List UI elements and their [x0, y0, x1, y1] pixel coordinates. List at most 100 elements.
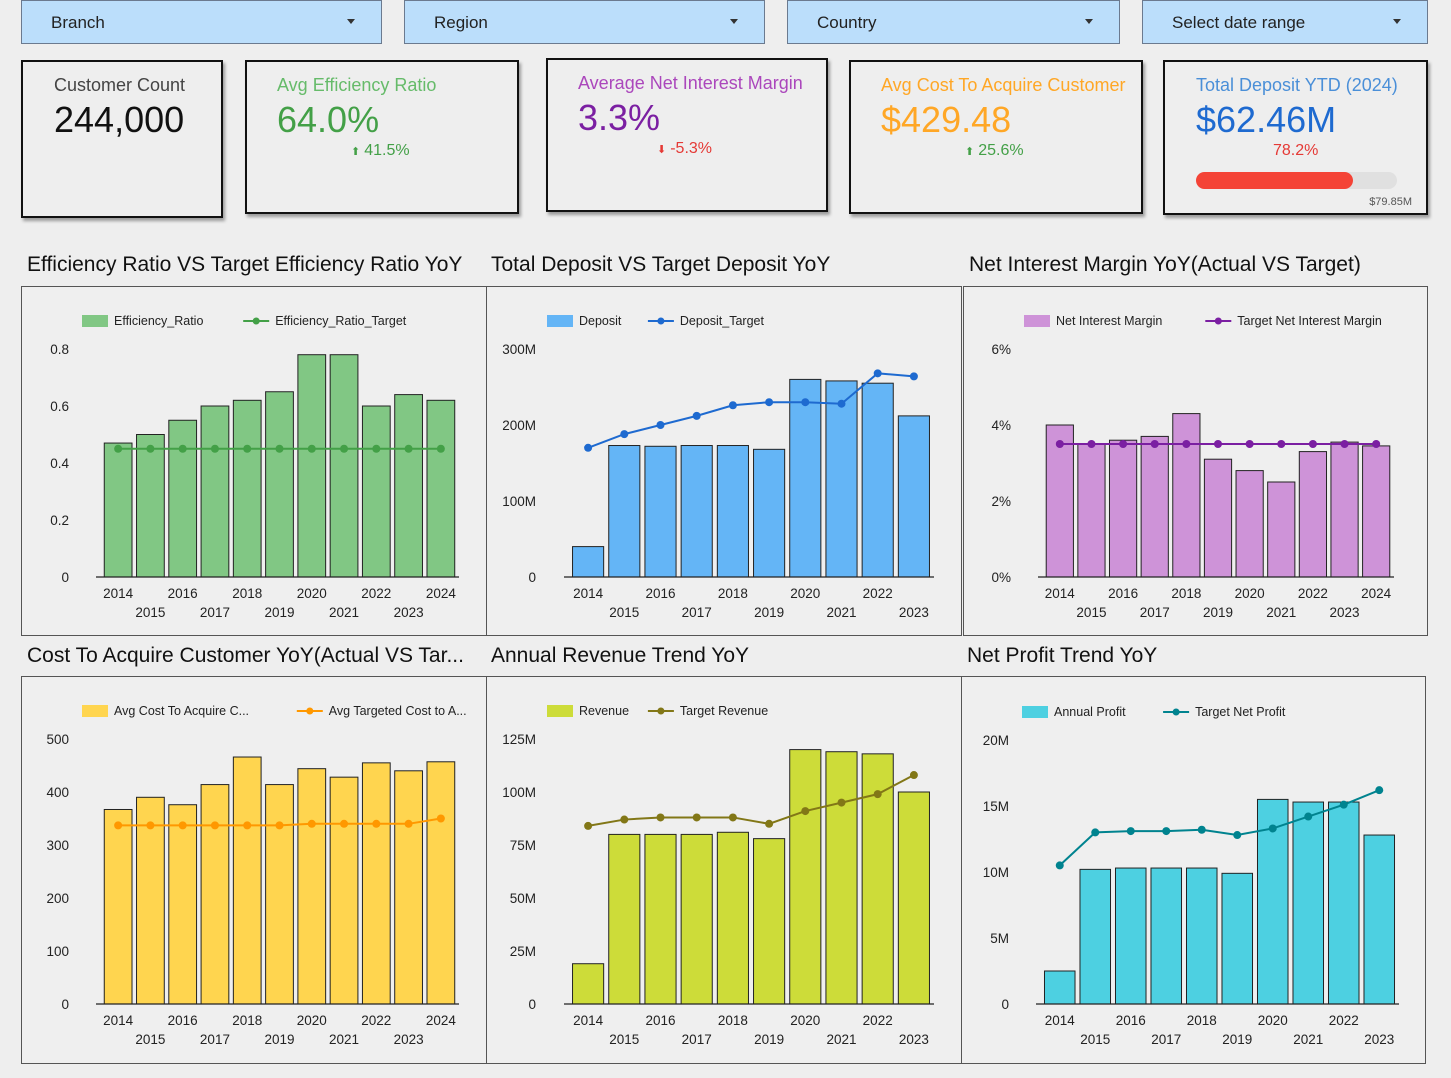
- line-point: [436, 444, 445, 453]
- y-tick-label: 25M: [510, 944, 536, 959]
- x-tick-label: 2021: [826, 605, 856, 620]
- line-point: [1233, 831, 1242, 840]
- line-point: [1375, 786, 1384, 795]
- bar: [297, 354, 327, 578]
- kpi-delta: ⬇ -5.3%: [657, 140, 712, 158]
- y-tick-label: 5M: [990, 931, 1009, 946]
- x-tick-label: 2014: [103, 1013, 134, 1028]
- y-tick-label: 400: [46, 785, 69, 800]
- y-tick-label: 200: [46, 891, 69, 906]
- filter-country[interactable]: Country: [787, 0, 1120, 44]
- kpi-delta: ⬆ 25.6%: [965, 142, 1024, 160]
- line-point: [340, 444, 349, 453]
- line-point: [620, 430, 629, 439]
- line-point: [765, 819, 774, 828]
- line-point: [1182, 440, 1191, 448]
- y-tick-label: 300: [46, 838, 69, 853]
- kpi-delta-value: -5.3%: [670, 140, 713, 157]
- bar: [897, 791, 930, 1005]
- bar: [1150, 867, 1183, 1005]
- x-tick-label: 2021: [1293, 1032, 1323, 1047]
- x-tick-label: 2022: [1329, 1013, 1359, 1028]
- bar: [789, 378, 822, 578]
- legend-swatch-marker: [306, 707, 314, 715]
- x-tick-label: 2023: [899, 1032, 929, 1047]
- line-point: [1268, 824, 1277, 833]
- filter-branch-label: Branch: [51, 13, 105, 32]
- y-tick-label: 75M: [510, 838, 536, 853]
- y-tick-label: 0: [528, 570, 536, 585]
- x-tick-label: 2023: [1364, 1032, 1394, 1047]
- bar: [644, 833, 677, 1005]
- line-point: [909, 372, 918, 381]
- x-tick-label: 2015: [609, 1032, 639, 1047]
- y-tick-label: 500: [46, 732, 69, 747]
- x-tick-label: 2014: [1045, 586, 1076, 601]
- filter-date-range[interactable]: Select date range: [1142, 0, 1428, 44]
- legend-label: Avg Targeted Cost to A...: [329, 704, 467, 718]
- bar: [1235, 470, 1264, 578]
- kpi-title: Average Net Interest Margin: [578, 73, 803, 93]
- bar: [1043, 970, 1076, 1005]
- bar: [572, 963, 605, 1005]
- kpi-title: Customer Count: [54, 75, 186, 95]
- x-tick-label: 2024: [426, 1013, 457, 1028]
- bar: [1203, 458, 1233, 578]
- legend-swatch-bar: [1022, 706, 1048, 718]
- bar: [394, 770, 423, 1005]
- chart-nim: Net Interest Margin Target Net Interest M…: [963, 286, 1428, 636]
- chart-profit: Annual Profit Target Net Profit 0 5M 10M 15M 2…: [961, 676, 1426, 1064]
- bar: [789, 749, 822, 1005]
- x-tick-label: 2014: [1045, 1013, 1076, 1028]
- bar: [136, 434, 165, 578]
- line-point: [837, 798, 846, 807]
- x-tick-label: 2019: [754, 1032, 784, 1047]
- kpi-value: $62.46M: [1196, 99, 1337, 140]
- chart-revenue: Revenue Target Revenue 0 25M 50M 75M 100M 125M 2…: [486, 676, 962, 1064]
- x-tick-label: 2022: [361, 586, 391, 601]
- bar: [716, 831, 749, 1005]
- legend-label: Avg Cost To Acquire C...: [114, 704, 249, 718]
- legend-swatch-bar: [82, 705, 108, 717]
- x-tick-label: 2021: [1266, 605, 1296, 620]
- x-tick-label: 2015: [135, 605, 165, 620]
- filter-region[interactable]: Region: [404, 0, 765, 44]
- bar: [168, 804, 198, 1005]
- bar: [426, 399, 456, 578]
- y-tick-label: 125M: [502, 732, 536, 747]
- x-tick-label: 2020: [1258, 1013, 1288, 1028]
- chart-efficiency: Efficiency_Ratio Efficiency_Ratio_Target 0…: [21, 286, 487, 636]
- x-tick-label: 2019: [1203, 605, 1233, 620]
- bar: [825, 380, 858, 578]
- line-point: [584, 821, 593, 830]
- bar: [136, 796, 165, 1005]
- x-tick-label: 2017: [200, 605, 230, 620]
- bar: [200, 405, 230, 578]
- line-point: [1055, 861, 1064, 870]
- line-point: [146, 444, 155, 453]
- bar: [1172, 413, 1201, 578]
- x-tick-label: 2016: [645, 1013, 675, 1028]
- x-tick-label: 2016: [168, 586, 198, 601]
- y-tick-label: 0: [61, 997, 69, 1012]
- bar: [1108, 439, 1138, 578]
- y-tick-label: 0: [528, 997, 536, 1012]
- legend-label: Net Interest Margin: [1056, 314, 1162, 328]
- bar: [1362, 445, 1391, 578]
- x-tick-label: 2018: [718, 586, 748, 601]
- x-tick-label: 2014: [573, 1013, 604, 1028]
- y-tick-label: 0: [61, 570, 69, 585]
- legend-swatch-marker: [1214, 317, 1222, 325]
- y-tick-label: 300M: [502, 342, 536, 357]
- x-tick-label: 2018: [1171, 586, 1201, 601]
- chart-title-deposit: Total Deposit VS Target Deposit YoY: [491, 253, 831, 276]
- y-tick-label: 20M: [983, 733, 1009, 748]
- arrow-up-icon: ⬆: [351, 146, 361, 158]
- line-point: [307, 819, 316, 828]
- line-point: [404, 819, 413, 828]
- x-tick-label: 2020: [297, 1013, 327, 1028]
- bar: [897, 415, 930, 578]
- line-point: [1087, 440, 1096, 448]
- filter-branch[interactable]: Branch: [21, 0, 382, 44]
- line-point: [1308, 440, 1317, 448]
